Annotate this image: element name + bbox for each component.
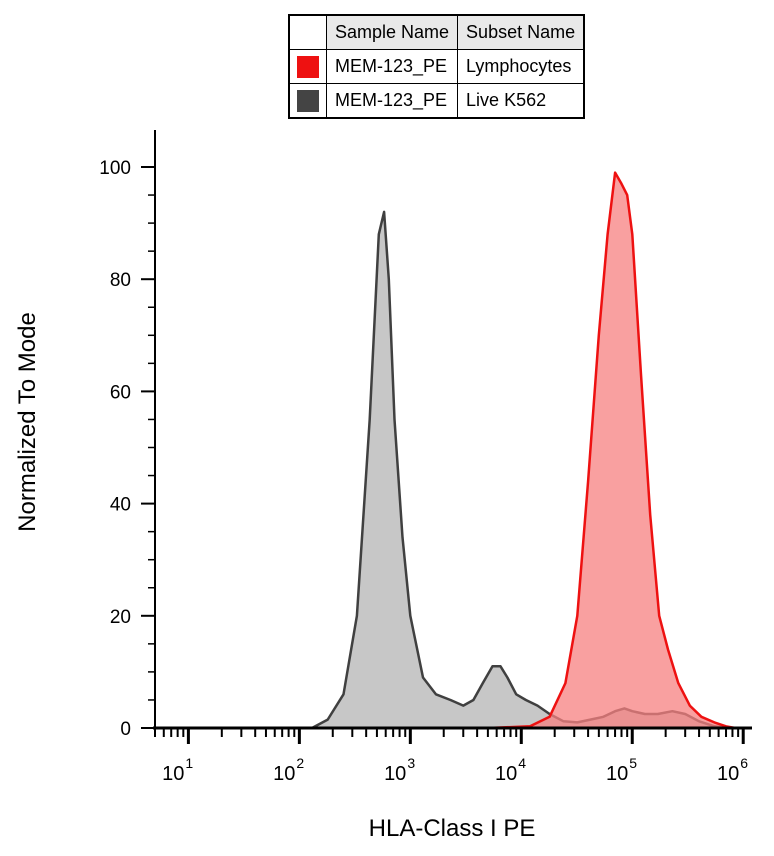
y-tick-label: 0 [120,719,131,740]
legend-sample-name: MEM-123_PE [325,83,459,119]
y-tick-label: 100 [99,158,131,179]
x-tick-exponent: 4 [518,755,526,771]
y-tick-label: 40 [110,495,131,516]
legend-row: MEM-123_PE Live K562 [288,83,585,119]
y-axis-label: Normalized To Mode [14,312,41,532]
series-layer [155,171,752,730]
x-tick-label: 10 [273,763,295,785]
legend-subset-name: Lymphocytes [457,49,585,84]
series-area-lymphocytes [155,172,752,729]
legend-table: Sample Name Subset Name MEM-123_PE Lymph… [288,14,586,119]
x-tick-label: 10 [606,763,628,785]
x-tick-label: 10 [384,763,406,785]
y-axis-ticks: 0 20 40 60 80 100 [99,158,155,740]
x-tick-exponent: 2 [296,755,304,771]
legend-row: MEM-123_PE Lymphocytes [288,49,585,84]
y-tick-label: 20 [110,607,131,628]
legend-sample-name: MEM-123_PE [325,49,459,84]
x-tick-exponent: 3 [407,755,415,771]
legend-subset-name: Live K562 [457,83,585,119]
x-tick-label: 10 [495,763,517,785]
x-tick-exponent: 5 [629,755,637,771]
legend-swatch-lymphocytes [297,55,319,78]
x-axis-ticks: 10 1 10 2 10 3 10 4 10 5 10 6 [154,728,748,785]
y-tick-label: 80 [110,270,131,291]
legend-header-subset: Subset Name [457,14,585,50]
x-tick-label: 10 [717,763,739,785]
y-tick-label: 60 [110,382,131,403]
x-tick-exponent: 6 [740,755,748,771]
x-tick-exponent: 1 [185,755,193,771]
x-axis-label: HLA-Class I PE [369,815,536,842]
legend-swatch-cell [288,83,327,119]
series-line-lymphocytes [155,171,752,730]
x-tick-label: 10 [162,763,184,785]
legend-swatch-k562 [297,89,319,112]
